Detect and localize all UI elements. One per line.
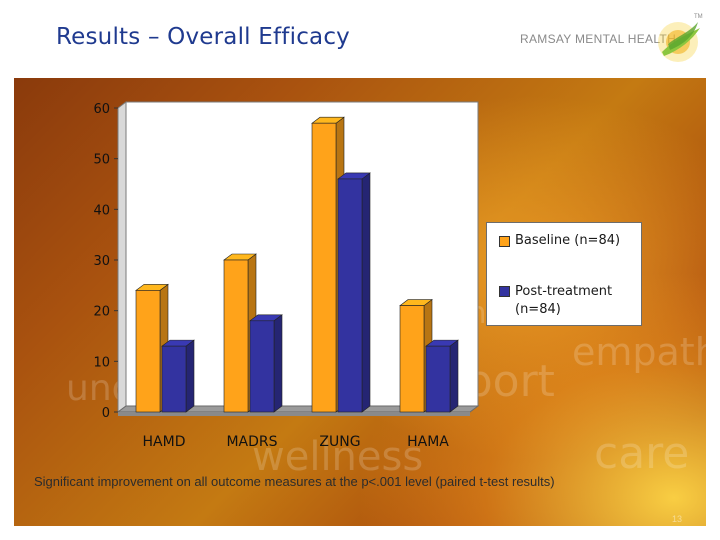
y-tick-label: 10 [93,355,110,370]
plot-area [116,101,480,416]
bar-hama-baseline [399,299,433,413]
x-tick-label: HAMD [143,434,186,450]
y-tick-label: 40 [93,203,110,218]
watermark-word: care [594,428,690,479]
bar-front-face [399,305,425,413]
bar-front-face [337,178,363,413]
legend-label-baseline: Baseline (n=84) [515,233,621,248]
legend-swatch-post-treatment [499,286,510,297]
watermark-word: wellness [252,434,424,480]
bar-madrs-post-treatment [249,314,283,413]
slide-number: 13 [672,514,683,524]
x-tick-label: MADRS [226,434,277,450]
y-tick-label: 50 [93,153,110,168]
logo-text: RAMSAY MENTAL HEALTH [520,32,677,46]
chart-legend: Baseline (n=84) Post-treatment (n=84) [486,222,642,326]
slide-title: Results – Overall Efficacy [56,24,350,50]
bar-zung-post-treatment [337,172,371,413]
y-tick-label: 30 [93,254,110,269]
plot-floor-edge [118,412,470,416]
y-tick-label: 0 [102,406,110,421]
plot-side-wall [117,101,127,413]
bar-front-face [161,345,187,413]
y-tick-label: 20 [93,305,110,320]
watermark-word: empathy [572,330,720,374]
bar-hama-post-treatment [425,339,459,413]
x-axis: HAMD MADRS ZUNG HAMA [143,434,450,450]
bar-front-face [135,290,161,413]
bar-hamd-post-treatment [161,339,195,413]
bar-side-face [361,172,371,413]
ramsay-logo-icon [658,22,700,62]
bar-side-face [449,339,459,413]
slide-header: Results – Overall Efficacy RAMSAY MENTAL… [0,0,720,78]
bar-side-face [185,339,195,413]
bar-side-face [273,314,283,413]
bar-front-face [425,345,451,413]
y-axis: 0 10 20 30 40 50 60 [93,102,118,421]
legend-label-post-treatment: Post-treatment (n=84) [515,284,613,317]
x-tick-label: ZUNG [319,434,360,450]
legend-swatch-baseline [499,236,510,247]
x-tick-label: HAMA [407,434,449,450]
bar-front-face [311,122,337,413]
logo-trademark: TM [694,14,703,20]
footnote: Significant improvement on all outcome m… [34,474,555,489]
bar-front-face [223,259,249,413]
bars [135,116,459,413]
bar-front-face [249,320,275,413]
y-tick-label: 60 [93,102,110,117]
